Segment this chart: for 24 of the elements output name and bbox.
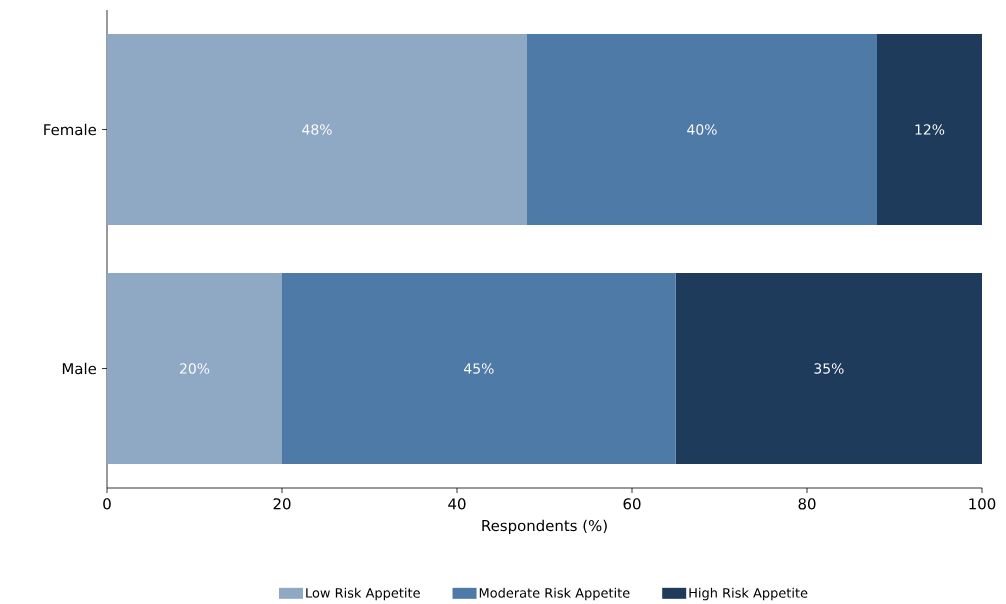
y-tick-label: Female (44, 123, 97, 136)
data-label: 40% (687, 124, 717, 135)
x-tick-label: 100 (969, 498, 996, 510)
bar (107, 272, 283, 465)
x-tick-label: 40 (448, 498, 466, 510)
bar (527, 33, 877, 226)
y-tick-label: Male (62, 362, 97, 375)
x-tick-label: 20 (273, 498, 291, 510)
data-label: 35% (814, 363, 844, 374)
bar (282, 272, 676, 465)
data-label: 45% (464, 363, 494, 374)
x-tick-label: 60 (623, 498, 641, 510)
x-axis-title: Respondents (%) (482, 519, 607, 535)
x-tick-label: 80 (798, 498, 816, 510)
legend-label: Moderate Risk Appetite (479, 587, 630, 601)
bar (107, 33, 527, 226)
x-tick-label: 0 (103, 498, 111, 510)
data-label: 12% (915, 124, 945, 135)
legend-label: Low Risk Appetite (306, 587, 420, 601)
legend-label: High Risk Appetite (689, 587, 808, 601)
bar (877, 33, 983, 226)
data-label: 48% (302, 124, 332, 135)
data-label: 20% (180, 363, 210, 374)
bar (675, 272, 983, 465)
